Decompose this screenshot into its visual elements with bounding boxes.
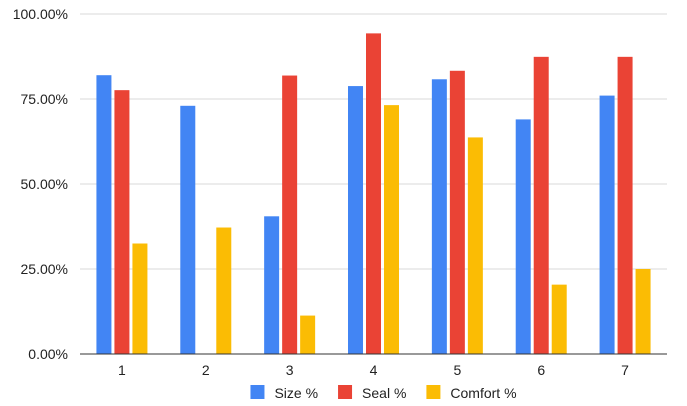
bar-seal-cat-6 — [533, 56, 549, 355]
axes: 0.00% 25.00% 50.00% 75.00% 100.00% 1 2 3 4 5 6 7 — [13, 6, 667, 378]
bar-size-cat-1 — [96, 75, 112, 354]
bar-size-cat-7 — [599, 95, 615, 354]
y-tick-label: 25.00% — [21, 261, 68, 277]
bar-comfort-cat-3 — [300, 315, 316, 354]
bar-size-cat-3 — [264, 216, 280, 354]
bar-comfort-cat-6 — [551, 284, 567, 354]
bar-size-cat-4 — [348, 86, 363, 354]
x-tick-label: 3 — [286, 362, 294, 378]
bar-seal-cat-4 — [366, 33, 381, 354]
y-tick-label: 75.00% — [21, 91, 68, 107]
y-tick-label: 0.00% — [28, 346, 68, 362]
x-tick-label: 4 — [370, 362, 378, 378]
y-tick-label: 100.00% — [13, 6, 68, 22]
bar-size-cat-2 — [180, 105, 196, 354]
x-tick-label: 1 — [118, 362, 126, 378]
x-tick-label: 7 — [621, 362, 629, 378]
bar-comfort-cat-7 — [635, 269, 651, 354]
bar-seal-cat-7 — [617, 56, 633, 355]
bar-seal-cat-1 — [114, 90, 130, 354]
legend-swatch — [426, 385, 441, 399]
bar-comfort-cat-2 — [216, 227, 232, 354]
bars — [96, 33, 651, 355]
bar-size-cat-5 — [431, 79, 447, 354]
legend-label: Comfort % — [450, 385, 516, 401]
bar-size-cat-6 — [515, 119, 531, 355]
legend-swatch — [250, 385, 265, 399]
x-tick-label: 6 — [537, 362, 545, 378]
legend-item-comfort[interactable]: Comfort % — [426, 385, 517, 401]
bar-comfort-cat-4 — [384, 105, 399, 355]
y-tick-label: 50.00% — [21, 176, 68, 192]
legend-label: Size % — [274, 385, 318, 401]
legend-label: Seal % — [362, 385, 406, 401]
legend-swatch — [338, 385, 353, 399]
legend-item-size[interactable]: Size % — [250, 385, 318, 401]
bar-seal-cat-5 — [449, 70, 465, 354]
bar-comfort-cat-1 — [132, 243, 148, 354]
x-tick-label: 5 — [453, 362, 461, 378]
legend: Size % Seal % Comfort % — [250, 385, 517, 401]
bar-comfort-cat-5 — [467, 137, 483, 354]
legend-item-seal[interactable]: Seal % — [338, 385, 406, 401]
bar-seal-cat-3 — [282, 75, 298, 354]
x-tick-label: 2 — [202, 362, 210, 378]
